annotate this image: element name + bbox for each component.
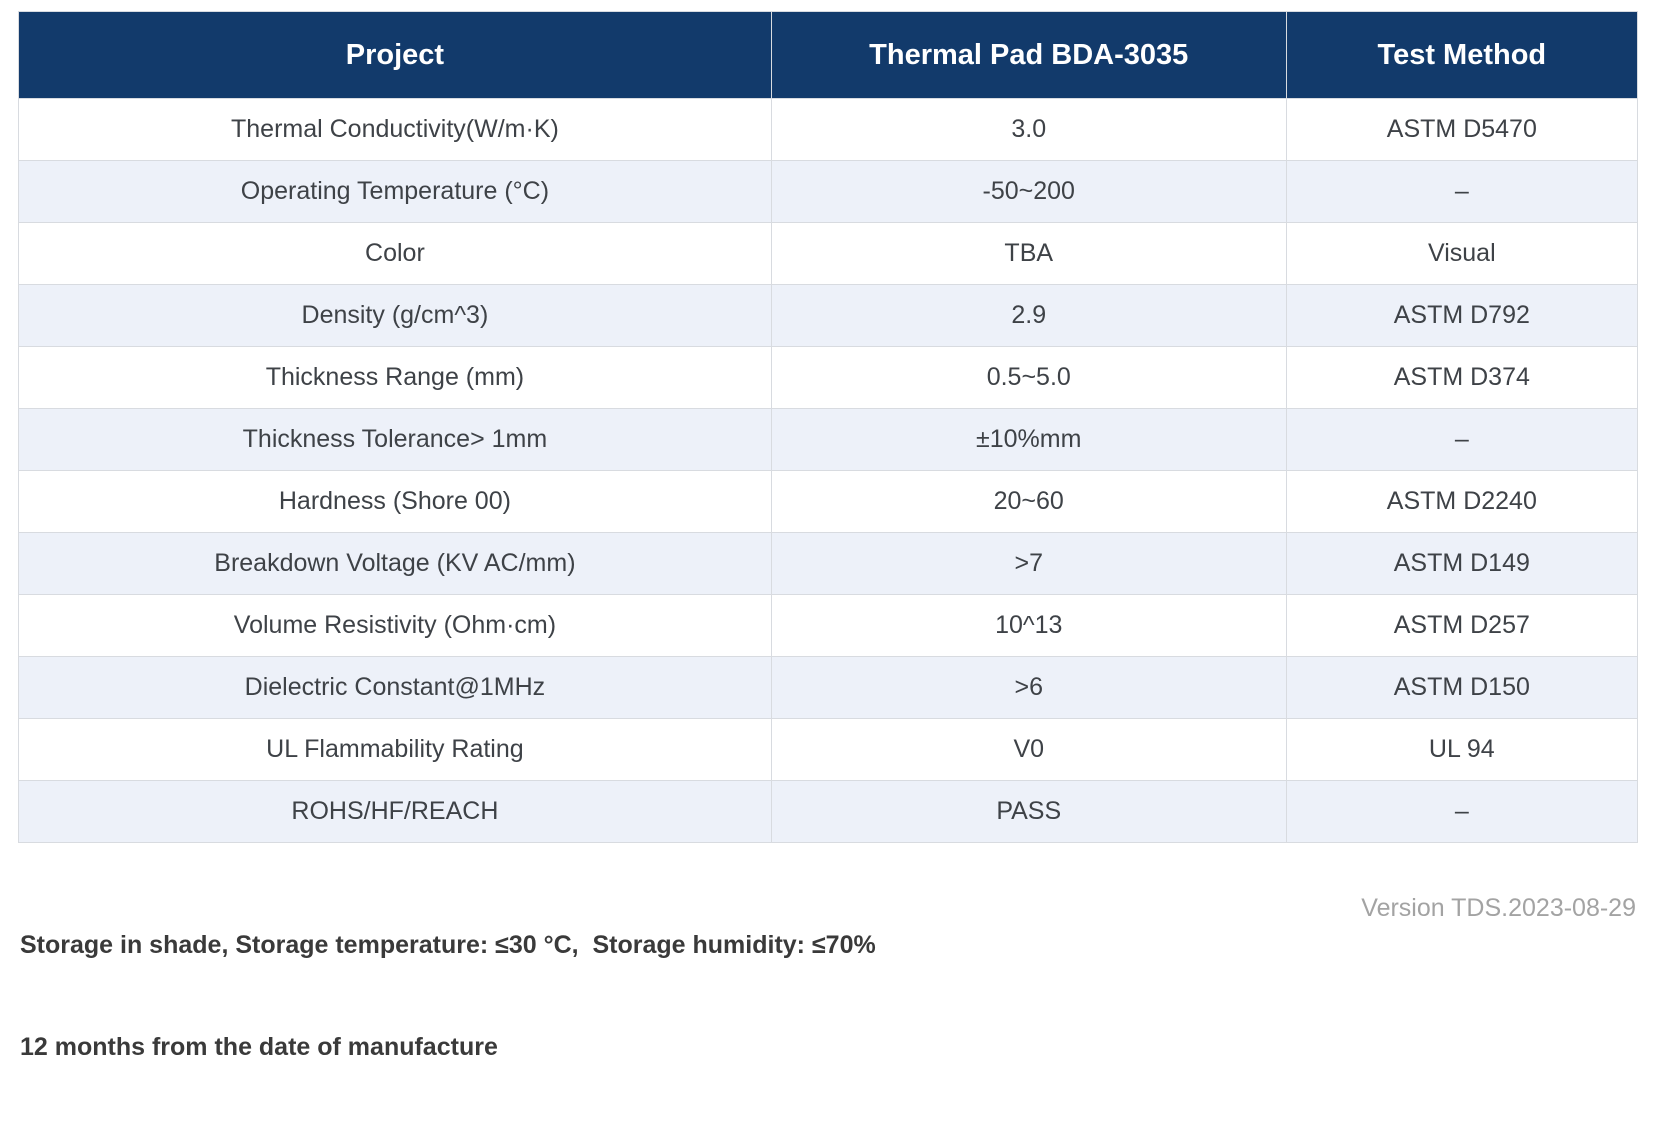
cell-project: Thermal Conductivity(W/m·K): [19, 99, 772, 161]
cell-value: 3.0: [771, 99, 1286, 161]
cell-project: Breakdown Voltage (KV AC/mm): [19, 533, 772, 595]
column-header-test-method: Test Method: [1286, 12, 1637, 99]
version-label: Version TDS.2023-08-29: [1361, 894, 1636, 923]
cell-value: -50~200: [771, 161, 1286, 223]
cell-value: PASS: [771, 781, 1286, 843]
cell-project: Thickness Tolerance> 1mm: [19, 409, 772, 471]
cell-method: ASTM D2240: [1286, 471, 1637, 533]
table-row: Dielectric Constant@1MHz >6 ASTM D150: [19, 657, 1638, 719]
spec-table-body: Thermal Conductivity(W/m·K) 3.0 ASTM D54…: [19, 99, 1638, 843]
cell-value: V0: [771, 719, 1286, 781]
cell-value: >7: [771, 533, 1286, 595]
cell-project: Thickness Range (mm): [19, 347, 772, 409]
storage-note-line-2: 12 months from the date of manufacture: [20, 1030, 876, 1064]
table-row: Thickness Range (mm) 0.5~5.0 ASTM D374: [19, 347, 1638, 409]
table-row: Thermal Conductivity(W/m·K) 3.0 ASTM D54…: [19, 99, 1638, 161]
cell-project: Density (g/cm^3): [19, 285, 772, 347]
cell-value: ±10%mm: [771, 409, 1286, 471]
column-header-product: Thermal Pad BDA-3035: [771, 12, 1286, 99]
cell-method: Visual: [1286, 223, 1637, 285]
cell-project: Color: [19, 223, 772, 285]
storage-note: Storage in shade, Storage temperature: ≤…: [20, 860, 876, 1132]
cell-method: ASTM D792: [1286, 285, 1637, 347]
table-row: ROHS/HF/REACH PASS –: [19, 781, 1638, 843]
table-row: Volume Resistivity (Ohm·cm) 10^13 ASTM D…: [19, 595, 1638, 657]
cell-project: Volume Resistivity (Ohm·cm): [19, 595, 772, 657]
cell-method: UL 94: [1286, 719, 1637, 781]
cell-value: >6: [771, 657, 1286, 719]
cell-value: 10^13: [771, 595, 1286, 657]
table-row: Thickness Tolerance> 1mm ±10%mm –: [19, 409, 1638, 471]
cell-value: 0.5~5.0: [771, 347, 1286, 409]
cell-project: ROHS/HF/REACH: [19, 781, 772, 843]
cell-method: ASTM D150: [1286, 657, 1637, 719]
cell-method: –: [1286, 781, 1637, 843]
cell-method: ASTM D257: [1286, 595, 1637, 657]
storage-note-line-1: Storage in shade, Storage temperature: ≤…: [20, 928, 876, 962]
cell-method: ASTM D5470: [1286, 99, 1637, 161]
cell-project: Hardness (Shore 00): [19, 471, 772, 533]
table-row: Breakdown Voltage (KV AC/mm) >7 ASTM D14…: [19, 533, 1638, 595]
cell-value: 20~60: [771, 471, 1286, 533]
cell-value: 2.9: [771, 285, 1286, 347]
cell-project: Dielectric Constant@1MHz: [19, 657, 772, 719]
cell-method: ASTM D374: [1286, 347, 1637, 409]
cell-method: –: [1286, 409, 1637, 471]
cell-value: TBA: [771, 223, 1286, 285]
cell-project: UL Flammability Rating: [19, 719, 772, 781]
cell-method: –: [1286, 161, 1637, 223]
table-row: Density (g/cm^3) 2.9 ASTM D792: [19, 285, 1638, 347]
cell-method: ASTM D149: [1286, 533, 1637, 595]
spec-table: Project Thermal Pad BDA-3035 Test Method…: [18, 11, 1638, 843]
datasheet-page: Project Thermal Pad BDA-3035 Test Method…: [0, 0, 1658, 998]
cell-project: Operating Temperature (°C): [19, 161, 772, 223]
table-row: Operating Temperature (°C) -50~200 –: [19, 161, 1638, 223]
column-header-project: Project: [19, 12, 772, 99]
table-header-row: Project Thermal Pad BDA-3035 Test Method: [19, 12, 1638, 99]
table-row: Color TBA Visual: [19, 223, 1638, 285]
table-row: Hardness (Shore 00) 20~60 ASTM D2240: [19, 471, 1638, 533]
table-row: UL Flammability Rating V0 UL 94: [19, 719, 1638, 781]
